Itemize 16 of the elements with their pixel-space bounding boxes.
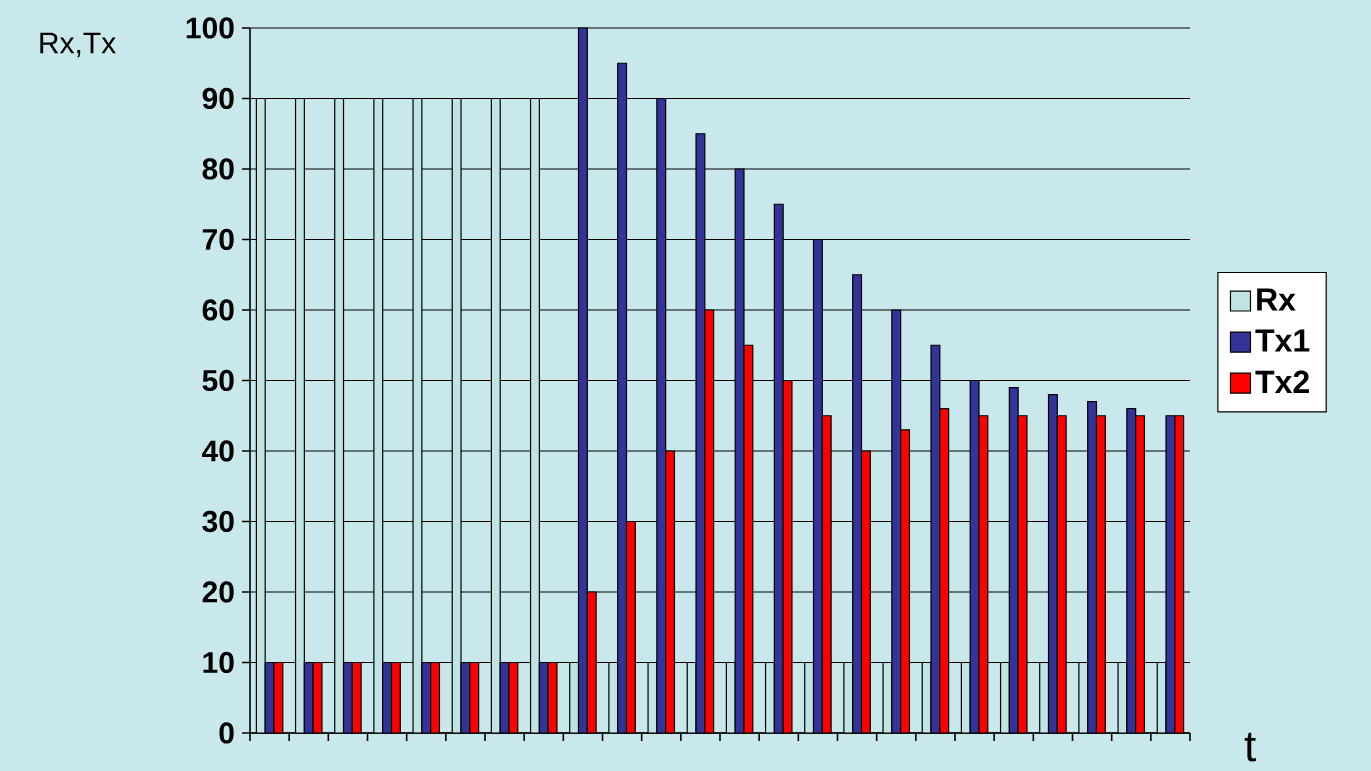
y-tick-label: 60 — [202, 299, 234, 321]
y-tick-label: 70 — [202, 228, 234, 251]
y-tick-label: 20 — [202, 581, 234, 603]
y-tick-label: 10 — [203, 651, 234, 674]
legend-label: Rx — [1257, 288, 1296, 311]
legend-label: Tx1 — [1255, 329, 1310, 352]
y-tick-label: 90 — [202, 87, 234, 110]
y-tick-label: 40 — [202, 440, 234, 462]
x-axis-title: t — [1244, 732, 1256, 762]
y-tick-label: 0 — [219, 722, 234, 744]
y-axis-title: Rx,Tx — [40, 32, 116, 58]
y-tick-label: 80 — [202, 158, 234, 180]
legend-label: Tx2 — [1255, 370, 1309, 393]
y-tick-label: 100 — [186, 17, 234, 39]
y-tick-label: 50 — [202, 369, 234, 392]
y-tick-label: 30 — [202, 510, 234, 533]
